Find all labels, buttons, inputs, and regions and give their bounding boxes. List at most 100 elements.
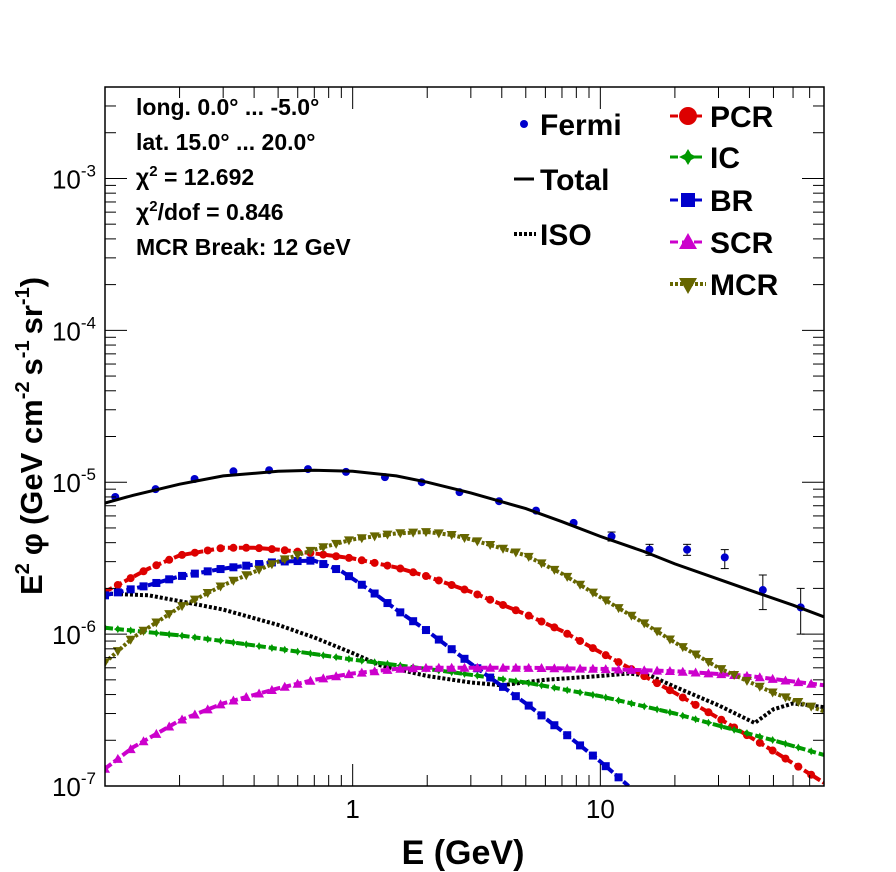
marker-ic — [537, 681, 546, 690]
marker-mcr — [510, 548, 521, 558]
marker-scr — [639, 665, 650, 675]
marker-mcr — [754, 682, 765, 692]
marker-scr — [228, 695, 239, 705]
marker-ic — [511, 677, 520, 686]
legend-label-scr: SCR — [710, 227, 774, 260]
marker-scr — [266, 684, 277, 694]
marker-pcr — [473, 590, 482, 599]
marker-ic — [665, 708, 674, 717]
marker-ic — [105, 623, 109, 632]
marker-mcr — [254, 565, 265, 575]
marker-mcr — [305, 546, 316, 556]
legend-entry-ic: IC — [670, 142, 740, 175]
series-mcr — [105, 528, 824, 714]
marker-ic — [255, 642, 264, 651]
marker-ic — [306, 649, 315, 658]
marker-pcr — [383, 561, 392, 570]
marker-scr — [382, 664, 393, 674]
y-tick-label: 10-4 — [52, 313, 96, 346]
marker-br — [614, 773, 623, 782]
marker-pcr — [409, 568, 418, 577]
legend-marker-ic — [679, 149, 697, 165]
marker-mcr — [151, 618, 162, 628]
marker-pcr — [588, 644, 597, 653]
marker-pcr — [421, 572, 430, 581]
marker-mcr — [382, 530, 393, 540]
marker-ic — [704, 718, 713, 727]
marker-scr — [767, 673, 778, 683]
marker-ic — [678, 711, 687, 720]
legend-entry-br: BR — [670, 185, 754, 218]
marker-br — [178, 571, 187, 580]
legend-entry-iso: ISO — [514, 219, 592, 252]
marker-pcr — [460, 585, 469, 594]
y-tick-label: 10-5 — [52, 465, 96, 498]
marker-pcr — [550, 623, 559, 632]
marker-scr — [510, 662, 521, 672]
marker-br — [460, 654, 469, 663]
marker-scr — [125, 744, 136, 754]
marker-mcr — [485, 541, 496, 551]
marker-scr — [408, 663, 419, 673]
marker-ic — [267, 643, 276, 652]
marker-ic — [691, 715, 700, 724]
marker-scr — [485, 662, 496, 672]
marker-mcr — [729, 670, 740, 680]
marker-pcr — [178, 550, 187, 559]
labels-layer: 1 10 10-7 10-6 10-5 10-4 10-3 — [52, 161, 615, 824]
marker-ic — [768, 736, 777, 745]
marker-scr — [613, 664, 624, 674]
marker-pcr — [665, 686, 674, 695]
marker-scr — [549, 663, 560, 673]
marker-pcr — [242, 543, 251, 552]
marker-scr — [279, 681, 290, 691]
marker-mcr — [600, 596, 611, 606]
marker-mcr — [318, 543, 329, 553]
marker-pcr — [781, 754, 790, 763]
marker-br — [319, 560, 328, 569]
marker-br — [499, 682, 508, 691]
marker-scr — [600, 664, 611, 674]
marker-mcr — [562, 572, 573, 582]
x-tick-label: 1 — [345, 794, 359, 824]
marker-mcr — [498, 544, 509, 554]
marker-br — [511, 692, 520, 701]
marker-scr — [331, 671, 342, 681]
marker-br — [524, 701, 533, 710]
marker-ic — [563, 686, 572, 695]
marker-scr — [151, 728, 162, 738]
marker-mcr — [741, 676, 752, 686]
marker-br — [105, 591, 109, 600]
annotation-chi2: χ2 = 12.692 — [136, 163, 254, 190]
marker-ic — [332, 653, 341, 662]
marker-pcr — [344, 553, 353, 562]
legend-entry-mcr: MCR — [670, 269, 779, 302]
marker-pcr — [165, 555, 174, 564]
marker-scr — [562, 663, 573, 673]
marker-pcr — [190, 548, 199, 557]
marker-mcr — [664, 635, 675, 645]
marker-br — [306, 556, 315, 565]
marker-br — [576, 741, 585, 750]
legend-marker-scr — [679, 233, 697, 249]
legend-entry-pcr: PCR — [670, 101, 774, 134]
marker-mcr — [138, 626, 149, 636]
marker-br — [293, 557, 302, 566]
marker-br — [139, 582, 148, 591]
marker-pcr — [319, 550, 328, 559]
marker-mcr — [420, 528, 431, 538]
marker-scr — [433, 662, 444, 672]
marker-scr — [472, 662, 483, 672]
marker-ic — [319, 651, 328, 660]
marker-scr — [105, 763, 110, 773]
marker-pcr — [524, 611, 533, 620]
series-total — [105, 468, 824, 619]
marker-pcr — [447, 580, 456, 589]
marker-ic — [588, 690, 597, 699]
marker-scr — [202, 704, 213, 714]
legend-label-mcr: MCR — [710, 269, 779, 302]
marker-mcr — [215, 582, 226, 592]
marker-br — [344, 572, 353, 581]
marker-ic — [216, 636, 225, 645]
